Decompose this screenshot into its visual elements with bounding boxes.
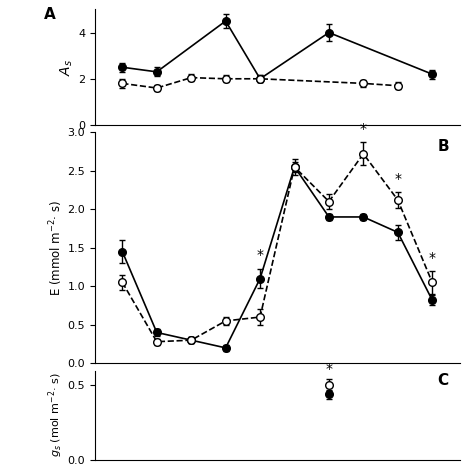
Text: *: * [326,363,332,376]
Text: *: * [256,247,264,262]
Text: C: C [438,373,449,388]
Text: A: A [44,7,55,22]
Text: *: * [394,172,401,186]
Y-axis label: $g_s$ (mol m$^{-2}$· s): $g_s$ (mol m$^{-2}$· s) [46,373,64,457]
Y-axis label: $A_s$: $A_s$ [59,59,75,76]
Text: *: * [429,251,436,264]
Text: *: * [360,122,367,136]
Text: B: B [437,139,449,154]
Y-axis label: E (mmol m$^{-2}$· s): E (mmol m$^{-2}$· s) [47,200,64,296]
